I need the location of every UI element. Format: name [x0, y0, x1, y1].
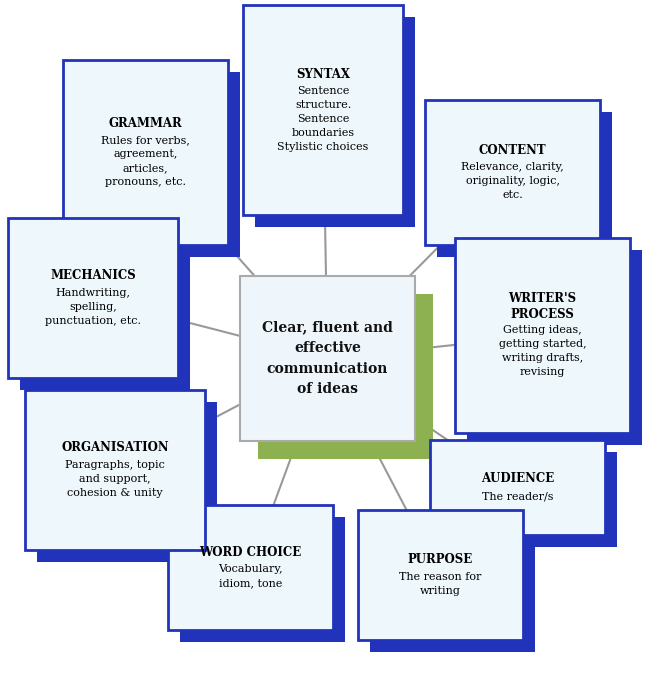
FancyBboxPatch shape	[243, 5, 403, 215]
FancyBboxPatch shape	[467, 250, 642, 445]
FancyBboxPatch shape	[430, 440, 605, 535]
Text: WORD CHOICE: WORD CHOICE	[199, 545, 302, 558]
Text: ORGANISATION: ORGANISATION	[61, 441, 169, 454]
Text: Paragraphs, topic
and support,
cohesion & unity: Paragraphs, topic and support, cohesion …	[65, 460, 165, 498]
FancyBboxPatch shape	[258, 294, 433, 459]
Text: MECHANICS: MECHANICS	[50, 269, 136, 282]
FancyBboxPatch shape	[37, 402, 217, 562]
Text: PURPOSE: PURPOSE	[408, 553, 473, 566]
FancyBboxPatch shape	[370, 522, 535, 652]
FancyBboxPatch shape	[455, 238, 630, 433]
FancyBboxPatch shape	[168, 505, 333, 630]
Text: SYNTAX: SYNTAX	[296, 68, 350, 81]
Text: Sentence
structure.
Sentence
boundaries
Stylistic choices: Sentence structure. Sentence boundaries …	[277, 86, 369, 152]
Text: Rules for verbs,
agreement,
articles,
pronouns, etc.: Rules for verbs, agreement, articles, pr…	[101, 135, 190, 187]
FancyBboxPatch shape	[20, 230, 190, 390]
Text: The reader/s: The reader/s	[482, 491, 553, 501]
FancyBboxPatch shape	[8, 218, 178, 378]
FancyBboxPatch shape	[442, 452, 617, 547]
Text: The reason for
writing: The reason for writing	[399, 572, 482, 596]
FancyBboxPatch shape	[240, 276, 415, 441]
FancyBboxPatch shape	[358, 510, 523, 640]
FancyBboxPatch shape	[63, 60, 228, 245]
Text: Getting ideas,
getting started,
writing drafts,
revising: Getting ideas, getting started, writing …	[499, 325, 586, 377]
Text: Relevance, clarity,
originality, logic,
etc.: Relevance, clarity, originality, logic, …	[461, 163, 564, 200]
Text: AUDIENCE: AUDIENCE	[481, 472, 554, 486]
FancyBboxPatch shape	[180, 517, 345, 642]
Text: Handwriting,
spelling,
punctuation, etc.: Handwriting, spelling, punctuation, etc.	[45, 288, 141, 326]
FancyBboxPatch shape	[437, 112, 612, 257]
Text: Vocabulary,
idiom, tone: Vocabulary, idiom, tone	[218, 564, 283, 588]
FancyBboxPatch shape	[75, 72, 240, 257]
Text: GRAMMAR: GRAMMAR	[108, 117, 183, 130]
Text: CONTENT: CONTENT	[479, 143, 547, 157]
FancyBboxPatch shape	[25, 390, 205, 550]
Text: WRITER'S
PROCESS: WRITER'S PROCESS	[509, 292, 577, 320]
FancyBboxPatch shape	[255, 17, 415, 227]
Text: Clear, fluent and
effective
communication
of ideas: Clear, fluent and effective communicatio…	[262, 320, 393, 396]
FancyBboxPatch shape	[425, 100, 600, 245]
